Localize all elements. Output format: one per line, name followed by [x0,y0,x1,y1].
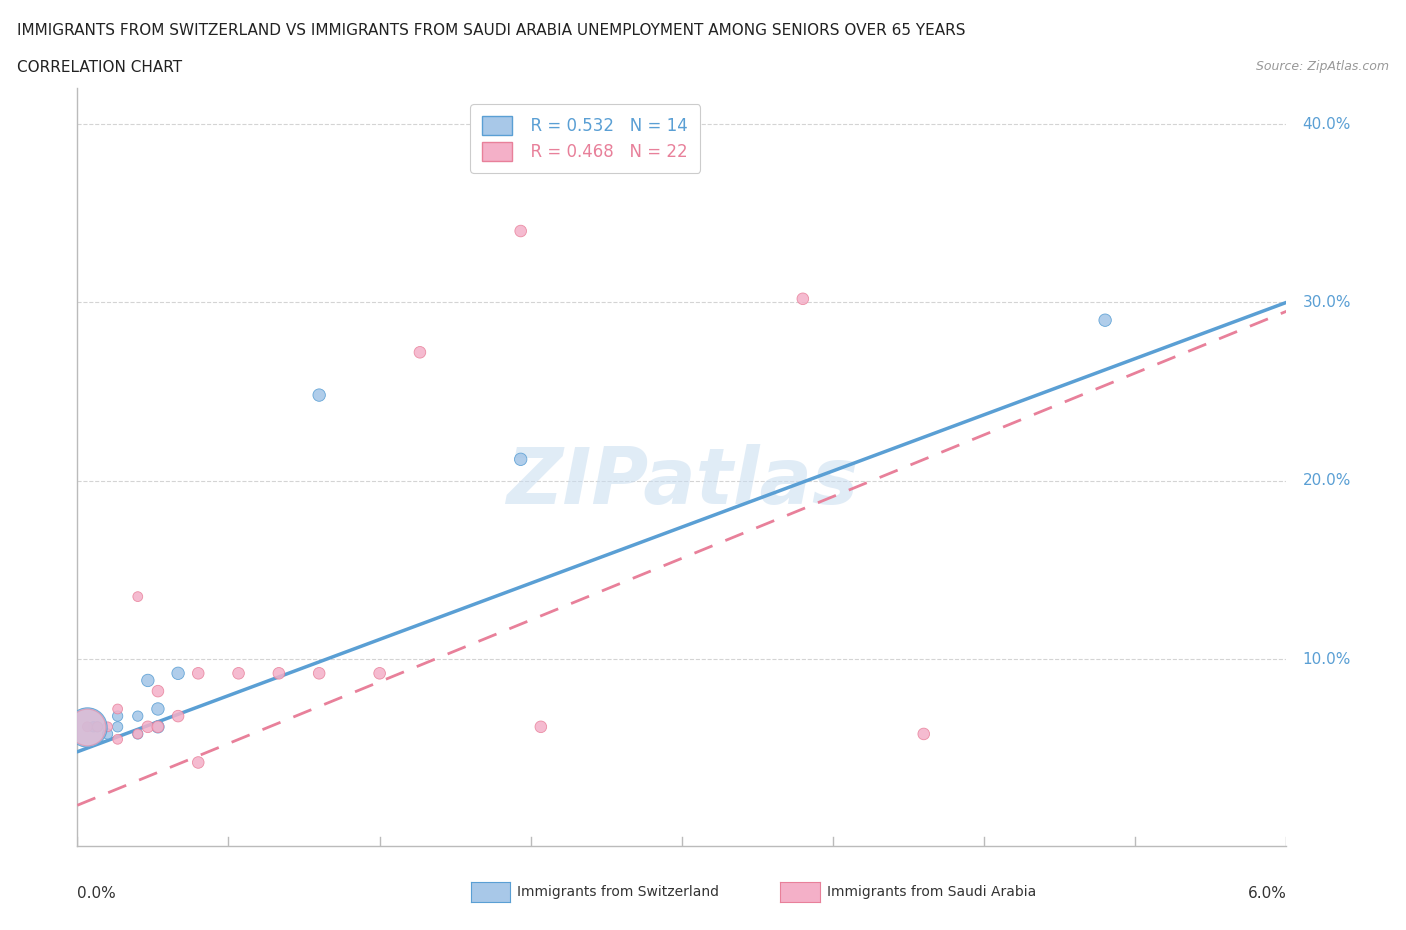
Point [76,720,98,735]
Point [107,701,129,716]
Point [146,720,169,735]
Point [509,223,531,238]
Text: 6.0%: 6.0% [1247,885,1286,900]
Point [187,666,209,681]
Text: IMMIGRANTS FROM SWITZERLAND VS IMMIGRANTS FROM SAUDI ARABIA UNEMPLOYMENT AMONG S: IMMIGRANTS FROM SWITZERLAND VS IMMIGRANT… [17,23,966,38]
Text: 20.0%: 20.0% [1302,473,1351,488]
Text: 30.0%: 30.0% [1302,295,1351,310]
Text: 0.0%: 0.0% [77,885,117,900]
Text: Immigrants from Switzerland: Immigrants from Switzerland [517,884,720,899]
Point [308,388,330,403]
Point [146,701,169,716]
Point [76,720,98,735]
Text: 10.0%: 10.0% [1302,652,1351,667]
Point [107,720,129,735]
Point [368,666,391,681]
Point [136,720,159,735]
Legend:   R = 0.532   N = 14,   R = 0.468   N = 22: R = 0.532 N = 14, R = 0.468 N = 22 [471,104,700,173]
Point [146,720,169,735]
Point [1094,312,1116,327]
Point [146,684,169,698]
Point [167,666,190,681]
Point [308,666,330,681]
Point [96,720,118,735]
Point [792,291,814,306]
Point [127,726,149,741]
Point [136,673,159,688]
Point [187,755,209,770]
Point [167,709,190,724]
Point [267,666,290,681]
Text: CORRELATION CHART: CORRELATION CHART [17,60,181,75]
Text: ZIPatlas: ZIPatlas [506,445,858,521]
Point [530,720,553,735]
Text: Source: ZipAtlas.com: Source: ZipAtlas.com [1256,60,1389,73]
Point [107,732,129,747]
Point [409,345,432,360]
Point [96,726,118,741]
Point [228,666,250,681]
Point [86,720,108,735]
Text: Immigrants from Saudi Arabia: Immigrants from Saudi Arabia [827,884,1036,899]
Point [912,726,935,741]
Point [127,709,149,724]
Text: 40.0%: 40.0% [1302,116,1351,131]
Point [86,720,108,735]
Point [127,726,149,741]
Point [127,590,149,604]
Point [76,720,98,735]
Point [82,720,104,735]
Point [107,709,129,724]
Point [509,452,531,467]
